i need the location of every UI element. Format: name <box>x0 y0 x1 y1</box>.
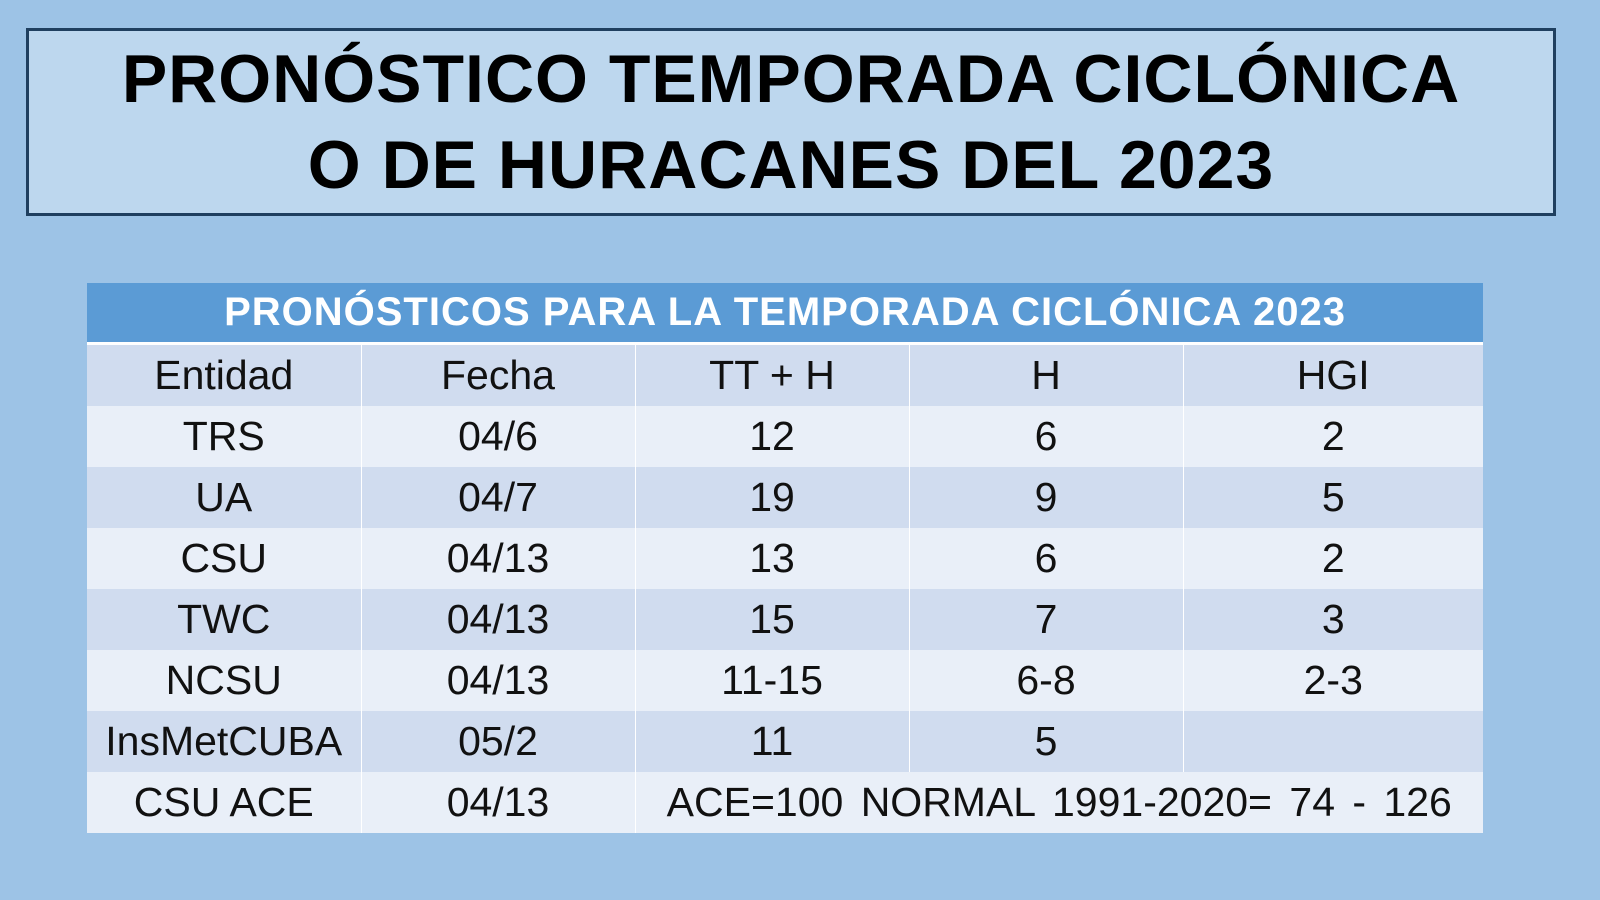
cell-hgi: 2-3 <box>1183 650 1483 711</box>
table-row: TWC 04/13 15 7 3 <box>87 589 1483 650</box>
column-header-hgi: HGI <box>1183 343 1483 406</box>
cell-fecha: 04/6 <box>361 406 636 467</box>
table-row: CSU 04/13 13 6 2 <box>87 528 1483 589</box>
cell-fecha: 04/13 <box>361 589 636 650</box>
cell-h: 6 <box>909 406 1184 467</box>
table-row: InsMetCUBA 05/2 11 5 <box>87 711 1483 772</box>
cell-hgi: 3 <box>1183 589 1483 650</box>
cell-fecha: 05/2 <box>361 711 636 772</box>
cell-tt-h: 15 <box>635 589 910 650</box>
slide-title-box: PRONÓSTICO TEMPORADA CICLÓNICA O DE HURA… <box>26 28 1556 216</box>
cell-h: 7 <box>909 589 1184 650</box>
cell-h: 6 <box>909 528 1184 589</box>
cell-entidad: TRS <box>87 406 362 467</box>
cell-hgi: 5 <box>1183 467 1483 528</box>
cell-entidad: TWC <box>87 589 362 650</box>
cell-h: 5 <box>909 711 1184 772</box>
table-header-row: Entidad Fecha TT + H H HGI <box>87 343 1483 406</box>
column-header-h: H <box>909 343 1184 406</box>
table-row: UA 04/7 19 9 5 <box>87 467 1483 528</box>
cell-fecha: 04/7 <box>361 467 636 528</box>
cell-h: 6-8 <box>909 650 1184 711</box>
cell-hgi <box>1183 711 1483 772</box>
cell-hgi: 2 <box>1183 528 1483 589</box>
table-row: TRS 04/6 12 6 2 <box>87 406 1483 467</box>
cell-tt-h: 12 <box>635 406 910 467</box>
cell-entidad: CSU <box>87 528 362 589</box>
cell-entidad: InsMetCUBA <box>87 711 362 772</box>
cell-fecha: 04/13 <box>361 650 636 711</box>
ace-note: ACE=100 NORMAL 1991-2020= 74 - 126 <box>635 772 1483 833</box>
cell-tt-h: 19 <box>635 467 910 528</box>
cell-fecha: 04/13 <box>361 772 636 833</box>
column-header-tt-h: TT + H <box>635 343 910 406</box>
cell-entidad: UA <box>87 467 362 528</box>
cell-entidad: NCSU <box>87 650 362 711</box>
cell-hgi: 2 <box>1183 406 1483 467</box>
ace-row: CSU ACE 04/13 ACE=100 NORMAL 1991-2020= … <box>87 772 1483 833</box>
cell-entidad: CSU ACE <box>87 772 362 833</box>
cell-tt-h: 13 <box>635 528 910 589</box>
cell-fecha: 04/13 <box>361 528 636 589</box>
column-header-fecha: Fecha <box>361 343 636 406</box>
forecast-table: PRONÓSTICOS PARA LA TEMPORADA CICLÓNICA … <box>87 283 1483 833</box>
slide-title-line-1: PRONÓSTICO TEMPORADA CICLÓNICA <box>121 41 1461 117</box>
slide-title-line-2: O DE HURACANES DEL 2023 <box>307 127 1275 203</box>
cell-tt-h: 11 <box>635 711 910 772</box>
table-title: PRONÓSTICOS PARA LA TEMPORADA CICLÓNICA … <box>87 283 1483 345</box>
cell-h: 9 <box>909 467 1184 528</box>
cell-tt-h: 11-15 <box>635 650 910 711</box>
table-row: NCSU 04/13 11-15 6-8 2-3 <box>87 650 1483 711</box>
column-header-entidad: Entidad <box>87 343 362 406</box>
